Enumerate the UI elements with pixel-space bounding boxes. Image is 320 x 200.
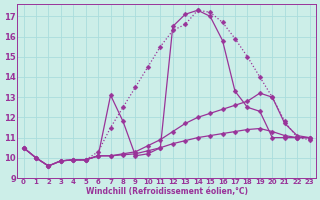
X-axis label: Windchill (Refroidissement éolien,°C): Windchill (Refroidissement éolien,°C) — [85, 187, 248, 196]
